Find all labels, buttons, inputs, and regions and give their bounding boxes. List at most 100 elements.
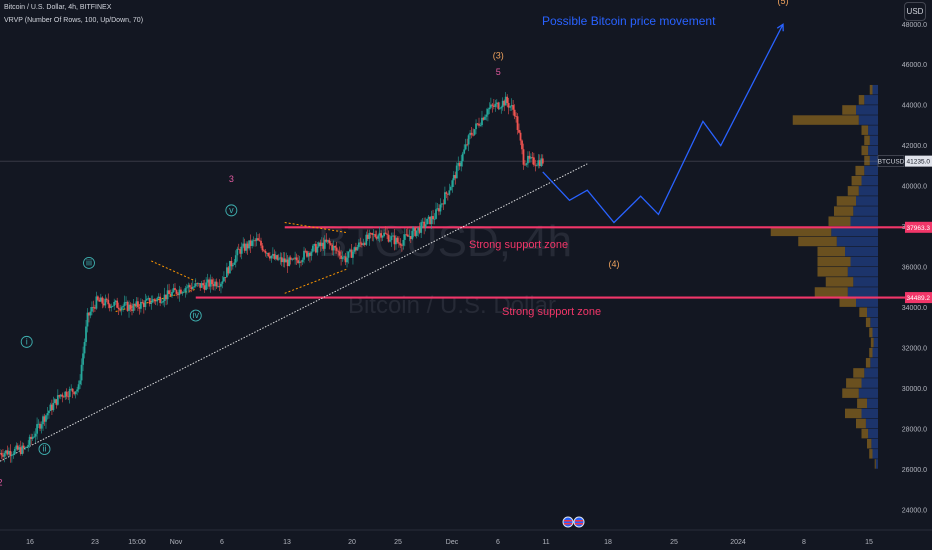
candle-body xyxy=(319,242,322,247)
candle-body xyxy=(40,424,43,429)
candle-body xyxy=(178,289,181,296)
volume-profile-down-bar xyxy=(861,145,869,156)
volume-profile-up-bar xyxy=(872,449,878,459)
volume-profile-up-bar xyxy=(847,287,878,297)
candle-body xyxy=(359,242,362,244)
candle-body xyxy=(355,247,357,251)
event-icons[interactable] xyxy=(562,516,585,528)
volume-profile-up-bar xyxy=(858,388,878,398)
volume-profile-down-bar xyxy=(870,337,874,348)
us-flag-event-icon[interactable] xyxy=(562,516,574,528)
candle-body xyxy=(129,304,132,310)
volume-profile-down-bar xyxy=(861,428,869,439)
candle-body xyxy=(512,105,515,110)
candle-body xyxy=(9,450,12,456)
candle-body xyxy=(524,164,526,166)
candle-body xyxy=(426,218,429,225)
candle-body xyxy=(353,247,356,252)
indicator-title[interactable]: VRVP (Number Of Rows, 100, Up/Down, 70) xyxy=(4,17,144,24)
candle-body xyxy=(131,309,133,311)
support-levels xyxy=(0,160,905,299)
candle-body xyxy=(491,104,494,106)
candle-body xyxy=(392,235,394,237)
candle-body xyxy=(267,252,270,257)
candle-body xyxy=(282,258,285,263)
symbol-title[interactable]: Bitcoin / U.S. Dollar, 4h, BITFINEX xyxy=(4,4,112,11)
candle-body xyxy=(142,302,145,308)
candle-body xyxy=(478,123,480,126)
y-axis[interactable]: 24000.0 26000.0 28000.0 30000.0 32000.0 34000… xyxy=(878,22,932,514)
candle-body xyxy=(300,261,302,263)
candle-body xyxy=(433,218,436,220)
volume-profile-up-bar xyxy=(868,428,878,439)
volume-profile-down-bar xyxy=(817,256,851,267)
candle-body xyxy=(423,221,426,228)
volume-profile-down-bar xyxy=(845,408,862,419)
volume-profile-down-bar xyxy=(817,267,848,277)
us-flag-event-icon[interactable] xyxy=(573,516,585,528)
candle-body xyxy=(96,296,99,300)
candle-body xyxy=(494,103,497,107)
triangle-line xyxy=(151,260,196,282)
candle-body xyxy=(314,244,317,253)
candle-body xyxy=(380,233,383,238)
candle-body xyxy=(34,433,37,437)
candle-body xyxy=(280,257,283,263)
wave-label: i xyxy=(26,336,28,346)
volume-profile-down-bar xyxy=(869,347,873,358)
volume-profile-down-bar xyxy=(836,196,856,206)
candle-body xyxy=(472,134,474,136)
candle-body xyxy=(384,232,387,234)
candle-body xyxy=(402,239,405,246)
candle-body xyxy=(165,294,167,300)
candle-body xyxy=(169,293,172,296)
x-axis[interactable]: 16 23 15:00 Nov 6 13 20 25 Dec 6 11 18 25 2024 8 15 xyxy=(26,539,873,546)
candle-body xyxy=(297,260,299,264)
candle-body xyxy=(151,299,154,303)
candle-body xyxy=(77,384,80,390)
wave-label: 3 xyxy=(229,174,234,184)
x-tick-label: 6 xyxy=(496,539,500,546)
candle-body xyxy=(412,227,415,231)
candle-body xyxy=(363,243,366,245)
candle-body xyxy=(168,290,170,294)
candle-body xyxy=(495,102,498,104)
candle-body xyxy=(383,232,385,237)
candle-body xyxy=(7,450,10,455)
volume-profile-up-bar xyxy=(853,277,878,287)
candle-body xyxy=(191,286,194,290)
candle-body xyxy=(224,277,227,278)
candle-body xyxy=(95,296,98,309)
candle-body xyxy=(208,279,211,287)
currency-button[interactable]: USD xyxy=(904,2,926,21)
x-tick-label: 23 xyxy=(91,539,99,546)
candle-body xyxy=(408,236,411,237)
candle-body xyxy=(295,257,298,261)
candle-body xyxy=(400,245,403,247)
wave-label: 2 xyxy=(0,477,3,487)
candle-body xyxy=(463,149,466,154)
candle-body xyxy=(411,230,414,239)
candle-body xyxy=(473,129,476,135)
candle-body xyxy=(111,305,114,307)
candle-body xyxy=(125,301,127,303)
candle-body xyxy=(154,300,157,302)
support-zone-label-lower: Strong support zone xyxy=(502,306,601,318)
candle-body xyxy=(260,240,262,246)
projection xyxy=(542,23,784,224)
wave-label: (4) xyxy=(608,259,619,269)
candle-body xyxy=(509,106,512,108)
volume-profile-up-bar xyxy=(864,95,878,105)
candle-body xyxy=(91,306,93,312)
wave-label-circle xyxy=(83,257,95,269)
volume-profile-up-bar xyxy=(873,337,878,348)
candle-body xyxy=(185,287,188,289)
candle-body xyxy=(58,395,61,397)
volume-profile-up-bar xyxy=(856,105,878,115)
candle-body xyxy=(68,389,71,397)
candle-body xyxy=(436,208,439,210)
candle-body xyxy=(304,250,307,252)
candle-body xyxy=(128,304,130,311)
candle-body xyxy=(270,255,273,259)
